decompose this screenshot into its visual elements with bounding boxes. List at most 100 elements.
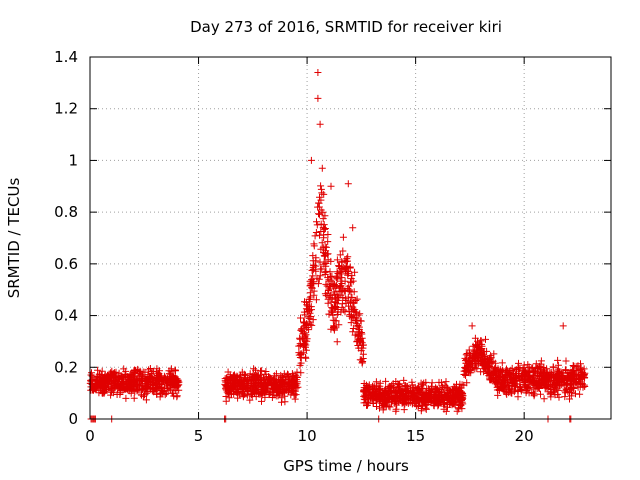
- data-point: [316, 210, 323, 218]
- data-point: [317, 245, 325, 253]
- data-point: [157, 389, 165, 397]
- data-point: [420, 379, 428, 387]
- data-point: [344, 269, 352, 277]
- data-point: [508, 376, 516, 384]
- data-point: [499, 367, 507, 374]
- data-point: [463, 362, 471, 370]
- data-point: [475, 339, 483, 347]
- data-point: [453, 390, 461, 398]
- data-point: [321, 290, 329, 298]
- data-point: [244, 386, 252, 394]
- data-point: [324, 238, 332, 246]
- data-point: [572, 390, 579, 398]
- data-point: [455, 384, 463, 392]
- data-point: [359, 341, 367, 349]
- data-point: [156, 393, 164, 401]
- data-point: [396, 387, 404, 395]
- data-point: [357, 347, 365, 355]
- data-point: [373, 403, 380, 410]
- data-point: [318, 265, 326, 273]
- chart-title: Day 273 of 2016, SRMTID for receiver kir…: [190, 18, 502, 36]
- data-point: [127, 389, 135, 397]
- data-point: [569, 372, 577, 380]
- data-point: [284, 373, 292, 381]
- data-point: [121, 370, 129, 378]
- data-point: [117, 373, 125, 381]
- data-point-peak: [349, 224, 357, 232]
- data-point: [400, 395, 408, 403]
- data-point: [360, 395, 368, 403]
- data-point: [327, 298, 335, 306]
- data-point: [173, 378, 181, 386]
- data-point: [438, 392, 446, 400]
- data-point: [171, 375, 178, 382]
- data-point: [447, 398, 455, 406]
- data-point: [469, 350, 477, 357]
- y-tick-label: 0.8: [54, 203, 78, 221]
- data-point: [327, 273, 335, 280]
- y-axis-label: SRMTID / TECUs: [5, 178, 23, 299]
- data-point: [312, 267, 320, 275]
- data-point: [459, 392, 467, 400]
- data-point: [95, 380, 103, 388]
- data-point: [541, 384, 549, 392]
- data-point: [154, 376, 162, 384]
- data-point: [435, 378, 443, 386]
- x-tick-label: 0: [85, 427, 95, 445]
- data-point: [293, 368, 301, 376]
- data-point: [335, 287, 343, 295]
- data-point: [392, 407, 400, 415]
- data-point: [166, 381, 174, 389]
- data-point: [378, 388, 386, 396]
- data-point: [453, 380, 460, 388]
- data-point: [361, 388, 369, 396]
- data-point: [341, 266, 349, 274]
- data-point: [490, 350, 498, 358]
- data-point: [237, 385, 245, 393]
- data-point: [349, 328, 357, 336]
- data-point: [428, 388, 435, 396]
- data-point: [517, 386, 525, 394]
- data-point: [333, 311, 341, 318]
- data-point: [100, 389, 108, 397]
- data-point: [490, 366, 498, 374]
- data-point: [349, 325, 357, 332]
- data-point: [297, 314, 304, 322]
- y-tick-label: 1.2: [54, 100, 78, 118]
- data-point: [333, 338, 341, 346]
- data-point: [142, 396, 150, 404]
- data-point: [471, 365, 479, 373]
- data-point: [408, 400, 416, 408]
- data-point: [322, 267, 330, 275]
- data-point: [376, 404, 383, 412]
- y-tick-label: 0.2: [54, 358, 78, 376]
- data-point: [422, 404, 430, 412]
- data-point: [520, 364, 528, 372]
- data-point: [543, 365, 551, 373]
- data-point: [106, 370, 114, 378]
- data-point: [537, 360, 545, 368]
- data-point: [360, 387, 368, 395]
- data-point: [331, 290, 339, 298]
- data-point: [246, 396, 254, 404]
- data-point: [284, 387, 292, 395]
- data-point: [321, 225, 329, 233]
- data-point: [376, 379, 384, 387]
- data-point: [332, 294, 340, 302]
- data-point: [319, 215, 327, 223]
- data-point: [530, 378, 537, 385]
- data-point: [328, 308, 336, 316]
- data-point: [246, 383, 254, 391]
- data-point: [134, 386, 142, 394]
- tick-labels: 0 0.2 0.4 0.6 0.8 1 1.2 1.4 0 5 10 15 20: [54, 48, 534, 445]
- data-point: [337, 291, 345, 299]
- y-tick-label: 0: [68, 410, 78, 428]
- data-point: [164, 386, 172, 394]
- data-point: [554, 361, 562, 369]
- y-tick-label: 1: [68, 151, 78, 169]
- data-point: [314, 203, 322, 211]
- data-point: [151, 384, 159, 391]
- data-point: [291, 395, 299, 403]
- data-point: [402, 382, 410, 390]
- data-point: [317, 182, 325, 190]
